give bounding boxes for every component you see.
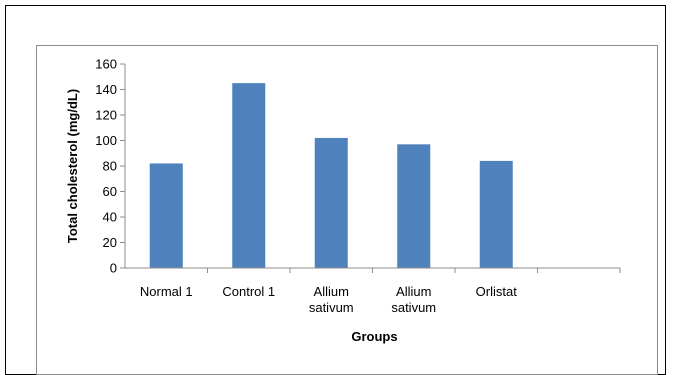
x-tick-label: Allium xyxy=(396,284,431,299)
y-tick-label: 160 xyxy=(95,57,117,72)
y-tick-label: 80 xyxy=(103,159,117,174)
x-tick-labels: Normal 1 Control 1 AlliumsativumAlliumsati… xyxy=(140,284,517,315)
y-tick-label: 140 xyxy=(95,82,117,97)
x-axis-ticks xyxy=(207,268,621,273)
bar xyxy=(232,83,266,268)
x-tick-label: Orlistat xyxy=(476,284,518,299)
y-tick-label: 100 xyxy=(95,133,117,148)
y-axis-ticks xyxy=(120,63,125,269)
y-tick-labels: 0 20 40 60 80 100 120 140 160 xyxy=(95,57,117,276)
y-axis-title: Total cholesterol (mg/dL) xyxy=(65,89,80,243)
x-axis-title: Groups xyxy=(351,329,397,344)
y-tick-label: 60 xyxy=(103,184,117,199)
y-tick-label: 20 xyxy=(103,235,117,250)
x-tick-label: Control 1 xyxy=(222,284,275,299)
y-tick-label: 40 xyxy=(103,210,117,225)
x-tick-label: sativum xyxy=(309,300,354,315)
bars xyxy=(149,83,513,268)
bar xyxy=(149,163,183,268)
x-tick-label: Normal 1 xyxy=(140,284,193,299)
y-tick-label: 0 xyxy=(110,261,117,276)
y-tick-label: 120 xyxy=(95,108,117,123)
bar xyxy=(314,137,348,268)
bar xyxy=(397,144,431,268)
x-tick-label: Allium xyxy=(314,284,349,299)
bar xyxy=(479,160,513,268)
x-tick-label: sativum xyxy=(391,300,436,315)
bar-chart: 0 20 40 60 80 100 120 140 160 Normal 1 Control 1 A… xyxy=(65,57,621,344)
